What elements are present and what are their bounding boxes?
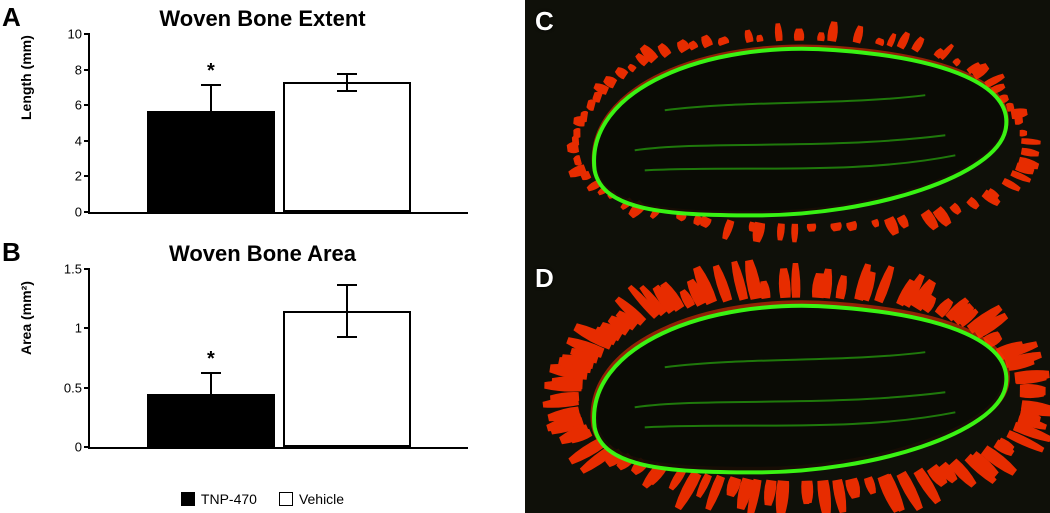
legend-label-vehicle: Vehicle xyxy=(299,491,344,507)
panel-letter-c: C xyxy=(535,6,554,37)
chart-a-plot-area: 0246810* xyxy=(88,34,468,214)
legend-item-tnp470: TNP-470 xyxy=(181,491,257,507)
micrograph-c: C xyxy=(525,0,1050,257)
y-tick-label: 10 xyxy=(68,27,82,42)
y-tick-label: 4 xyxy=(75,133,82,148)
y-tick-label: 6 xyxy=(75,98,82,113)
y-tick-label: 0.5 xyxy=(64,380,82,395)
significance-marker: * xyxy=(207,60,215,83)
chart-b-plot-area: 00.511.5* xyxy=(88,269,468,449)
panel-letter-b: B xyxy=(2,237,21,268)
error-bar xyxy=(210,84,212,111)
error-bar xyxy=(346,284,348,336)
panel-letter-d: D xyxy=(535,263,554,294)
significance-marker: * xyxy=(207,348,215,371)
bar xyxy=(147,111,276,212)
chart-a-title: Woven Bone Extent xyxy=(159,6,365,32)
chart-a: A Woven Bone Extent Length (mm) 0246810* xyxy=(0,0,525,235)
y-tick-label: 1 xyxy=(75,321,82,336)
y-tick-label: 2 xyxy=(75,169,82,184)
legend: TNP-470 Vehicle xyxy=(0,491,525,507)
y-tick-label: 0 xyxy=(75,440,82,455)
error-bar xyxy=(346,73,348,91)
legend-label-tnp470: TNP-470 xyxy=(201,491,257,507)
chart-b: B Woven Bone Area Area (mm²) 00.511.5* xyxy=(0,235,525,470)
panel-letter-a: A xyxy=(2,2,21,33)
chart-b-y-axis-label: Area (mm²) xyxy=(18,281,34,355)
bar xyxy=(147,394,276,447)
micrograph-d: D xyxy=(525,257,1050,513)
bar xyxy=(283,82,412,212)
y-tick-label: 0 xyxy=(75,205,82,220)
y-tick-label: 8 xyxy=(75,62,82,77)
legend-swatch-vehicle xyxy=(279,492,293,506)
error-bar xyxy=(210,372,212,393)
chart-a-y-axis-label: Length (mm) xyxy=(18,35,34,120)
y-tick-label: 1.5 xyxy=(64,262,82,277)
chart-b-title: Woven Bone Area xyxy=(169,241,356,267)
legend-item-vehicle: Vehicle xyxy=(279,491,344,507)
legend-swatch-tnp470 xyxy=(181,492,195,506)
